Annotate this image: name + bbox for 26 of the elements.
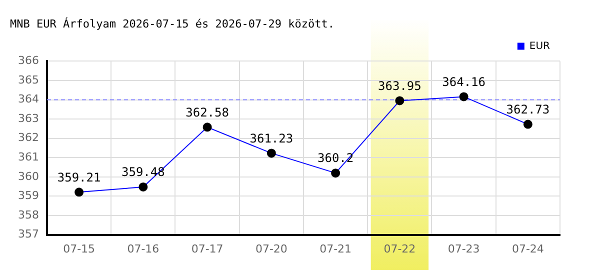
y-tick-label: 360 — [18, 170, 39, 183]
legend-label: EUR — [529, 40, 550, 52]
x-tick-label: 07-16 — [127, 242, 160, 256]
y-tick-label: 362 — [18, 131, 39, 144]
y-tick-label: 359 — [18, 189, 39, 202]
y-tick-label: 363 — [18, 112, 39, 125]
x-tick-label: 07-24 — [512, 242, 544, 256]
y-tick-label: 365 — [18, 73, 39, 86]
data-label: 364.16 — [442, 74, 486, 89]
y-tick-label: 364 — [18, 92, 39, 106]
x-tick-label: 07-23 — [448, 242, 480, 256]
y-tick-label: 357 — [18, 228, 39, 241]
x-tick-label: 07-21 — [320, 242, 352, 256]
y-tick-label: 366 — [18, 54, 39, 68]
x-tick-label: 07-15 — [63, 242, 96, 256]
y-tick-label: 358 — [18, 208, 39, 222]
data-label: 361.23 — [250, 131, 294, 146]
chart-title: MNB EUR Árfolyam 2026-07-15 és 2026-07-29 között. — [10, 16, 335, 30]
x-tick-label: 07-20 — [255, 242, 288, 256]
data-label: 362.58 — [186, 105, 229, 120]
x-tick-label: 07-22 — [384, 242, 416, 256]
data-label: 362.73 — [506, 102, 550, 116]
data-label: 359.21 — [57, 170, 101, 184]
data-label: 363.95 — [378, 78, 422, 93]
y-tick-label: 361 — [18, 150, 39, 164]
x-tick-label: 07-17 — [191, 242, 224, 256]
